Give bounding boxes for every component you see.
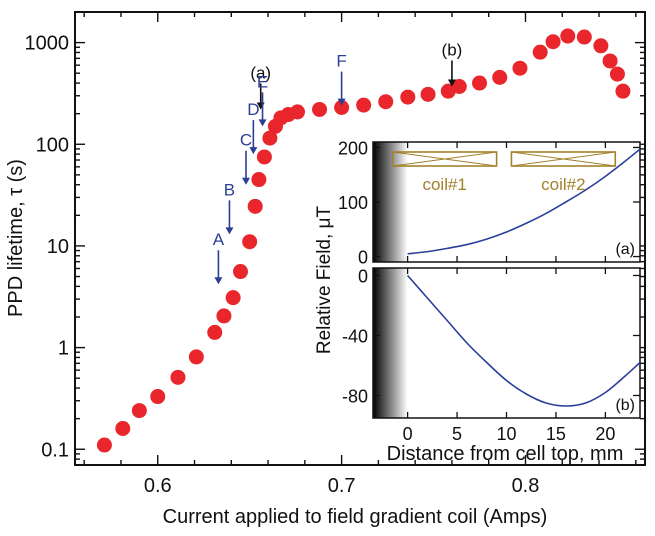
data-point <box>247 198 263 214</box>
annotation-arrow-head <box>214 277 223 285</box>
data-point <box>115 421 131 437</box>
inset-x-tick-label: 20 <box>595 424 615 444</box>
coil-label: coil#2 <box>541 175 585 194</box>
inset-x-tick-label: 10 <box>496 424 516 444</box>
data-point <box>532 44 548 60</box>
data-point <box>602 53 618 69</box>
x-tick-label: 0.7 <box>328 475 356 497</box>
data-point <box>232 264 248 280</box>
y-tick-label: 1000 <box>25 33 70 55</box>
data-point <box>242 234 258 250</box>
annotation-label: A <box>213 230 225 249</box>
data-point <box>188 349 204 365</box>
inset-background <box>373 142 640 262</box>
annotation-arrow-head <box>242 177 250 185</box>
data-point <box>512 60 528 76</box>
x-axis-label: Current applied to field gradient coil (… <box>163 506 548 528</box>
x-tick-label: 0.6 <box>144 475 172 497</box>
x-tick-label: 0.8 <box>512 475 540 497</box>
cell-wall-gradient <box>373 268 408 418</box>
data-point <box>150 389 166 405</box>
inset-y-tick-label: -40 <box>342 327 368 347</box>
data-point <box>256 149 272 165</box>
field-curve <box>407 274 641 407</box>
data-point <box>615 83 631 99</box>
y-tick-label: 100 <box>36 134 69 156</box>
panel-label: (b) <box>615 397 635 414</box>
data-point <box>289 104 305 120</box>
data-point <box>96 437 112 453</box>
annotation-label: D <box>247 100 259 119</box>
inset-x-tick-label: 5 <box>452 424 462 444</box>
field-curve <box>407 148 641 255</box>
data-point <box>420 86 436 102</box>
annotation-label: F <box>336 52 346 71</box>
inset-y-axis-label: Relative Field, μT <box>314 206 335 355</box>
annotation-label: (a) <box>250 63 271 82</box>
data-point <box>593 38 609 54</box>
data-point <box>609 66 625 82</box>
coil-box <box>391 151 498 167</box>
data-point <box>131 403 147 419</box>
data-point <box>216 308 232 324</box>
coil-cross <box>392 151 497 167</box>
data-point <box>312 101 328 117</box>
data-point <box>576 29 592 45</box>
y-tick-label: 1 <box>58 338 69 360</box>
inset-y-tick-label: 200 <box>338 138 368 158</box>
inset-x-tick-label: 15 <box>546 424 566 444</box>
annotation-arrow-head <box>249 147 258 155</box>
panel-label: (a) <box>615 241 635 258</box>
annotation-arrow-head <box>447 79 456 87</box>
y-tick-label: 0.1 <box>41 439 69 461</box>
inset-y-tick-label: 0 <box>358 248 368 268</box>
annotation-arrow-head <box>337 98 346 106</box>
data-point <box>225 290 241 306</box>
annotation-arrow-head <box>225 227 234 235</box>
data-point <box>334 99 350 115</box>
data-point <box>451 79 467 95</box>
annotation-label: B <box>224 180 235 199</box>
coil-cross <box>511 151 616 167</box>
annotation-label: (b) <box>442 41 463 60</box>
data-point <box>378 94 394 110</box>
inset-y-tick-label: -80 <box>342 387 368 407</box>
data-point <box>545 34 561 50</box>
inset-y-tick-label: 0 <box>358 267 368 287</box>
data-point <box>492 69 508 85</box>
data-point <box>400 89 416 105</box>
data-point <box>207 324 223 340</box>
data-point <box>356 97 372 113</box>
annotation-label: C <box>240 131 252 150</box>
y-axis-label: PPD lifetime, τ (s) <box>5 159 27 317</box>
inset-background <box>373 268 640 418</box>
inset-x-tick-label: 0 <box>403 424 413 444</box>
data-point <box>170 369 186 385</box>
data-point <box>560 28 576 44</box>
y-tick-label: 10 <box>47 236 69 258</box>
annotation-arrow-head <box>258 119 267 127</box>
inset-x-axis-label: Distance from cell top, mm <box>387 443 624 465</box>
coil-box <box>510 151 617 167</box>
coil-label: coil#1 <box>422 175 466 194</box>
data-point <box>251 172 267 188</box>
annotation-label: E <box>257 72 268 91</box>
data-point <box>472 75 488 91</box>
data-point <box>262 130 278 146</box>
main-plot-frame <box>74 11 646 466</box>
inset-y-tick-label: 100 <box>338 193 368 213</box>
